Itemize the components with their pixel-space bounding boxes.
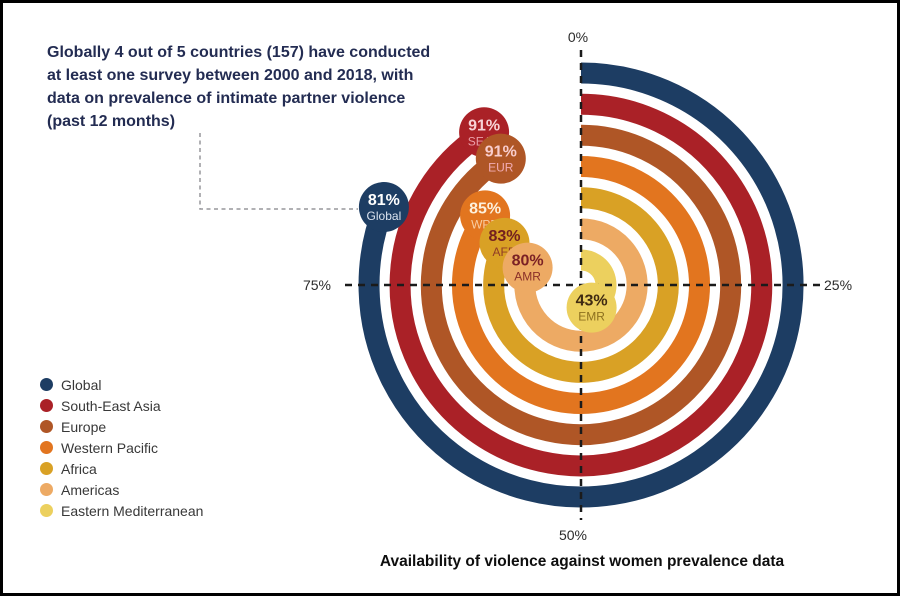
axis-tick-50-percent: 50% bbox=[558, 527, 588, 543]
bubble-value-eur: 91% bbox=[485, 144, 517, 161]
bubble-emr bbox=[566, 282, 617, 333]
legend-label-americas: Americas bbox=[61, 481, 120, 498]
legend-dot-americas bbox=[40, 483, 53, 496]
legend-label-europe: Europe bbox=[61, 418, 107, 435]
legend-label-global: Global bbox=[61, 376, 102, 393]
legend-label-eastern-mediterranean: Eastern Mediterranean bbox=[61, 502, 204, 519]
bubble-amr bbox=[502, 242, 553, 293]
bubble-value-sear: 91% bbox=[468, 117, 500, 134]
bubble-value-emr: 43% bbox=[576, 293, 608, 310]
legend: Global South-East Asia Europe Western Pa… bbox=[40, 374, 203, 521]
bubble-code-eur: EUR bbox=[488, 161, 514, 175]
chart-title: Availability of violence against women p… bbox=[379, 553, 785, 570]
axis-tick-75-percent: 75% bbox=[302, 277, 331, 293]
legend-dot-western-pacific bbox=[40, 441, 53, 454]
bubble-value-amr: 80% bbox=[512, 253, 544, 270]
legend-label-africa: Africa bbox=[61, 460, 97, 477]
bubble-code-amr: AMR bbox=[514, 270, 541, 284]
annotation-text: Globally 4 out of 5 countries (157) have… bbox=[47, 44, 431, 130]
bubble-code-emr: EMR bbox=[578, 310, 605, 324]
legend-item-global: Global bbox=[40, 374, 203, 395]
legend-item-americas: Americas bbox=[40, 479, 203, 500]
legend-item-africa: Africa bbox=[40, 458, 203, 479]
legend-label-south-east-asia: South-East Asia bbox=[61, 397, 161, 414]
axis-tick-25-percent: 25% bbox=[824, 277, 853, 293]
arc-afr bbox=[483, 187, 679, 383]
legend-dot-eastern-mediterranean bbox=[40, 504, 53, 517]
legend-label-western-pacific: Western Pacific bbox=[61, 439, 158, 456]
legend-dot-south-east-asia bbox=[40, 399, 53, 412]
legend-item-europe: Europe bbox=[40, 416, 203, 437]
bubble-code-global: Global bbox=[367, 209, 402, 223]
arc-sear bbox=[389, 93, 773, 477]
annotation-connector-line bbox=[199, 133, 358, 210]
legend-item-south-east-asia: South-East Asia bbox=[40, 395, 203, 416]
bubble-value-afr: 83% bbox=[488, 228, 520, 245]
legend-item-eastern-mediterranean: Eastern Mediterranean bbox=[40, 500, 203, 521]
bubbles-group: 81%Global91%SEAR91%EUR85%WPR83%AFR80%AMR… bbox=[358, 107, 617, 333]
axis-tick-0-percent: 0% bbox=[567, 29, 589, 45]
bubble-value-wpr: 85% bbox=[469, 200, 501, 217]
bubble-global bbox=[358, 182, 409, 232]
legend-dot-europe bbox=[40, 420, 53, 433]
arcs-group bbox=[358, 62, 804, 508]
arc-eur bbox=[420, 124, 742, 446]
arc-wpr bbox=[452, 156, 710, 414]
arc-global bbox=[358, 62, 804, 508]
legend-dot-global bbox=[40, 378, 53, 391]
bubble-eur bbox=[475, 133, 526, 184]
bubble-value-global: 81% bbox=[368, 192, 400, 209]
legend-dot-africa bbox=[40, 462, 53, 475]
arc-amr bbox=[514, 218, 648, 352]
legend-item-western-pacific: Western Pacific bbox=[40, 437, 203, 458]
